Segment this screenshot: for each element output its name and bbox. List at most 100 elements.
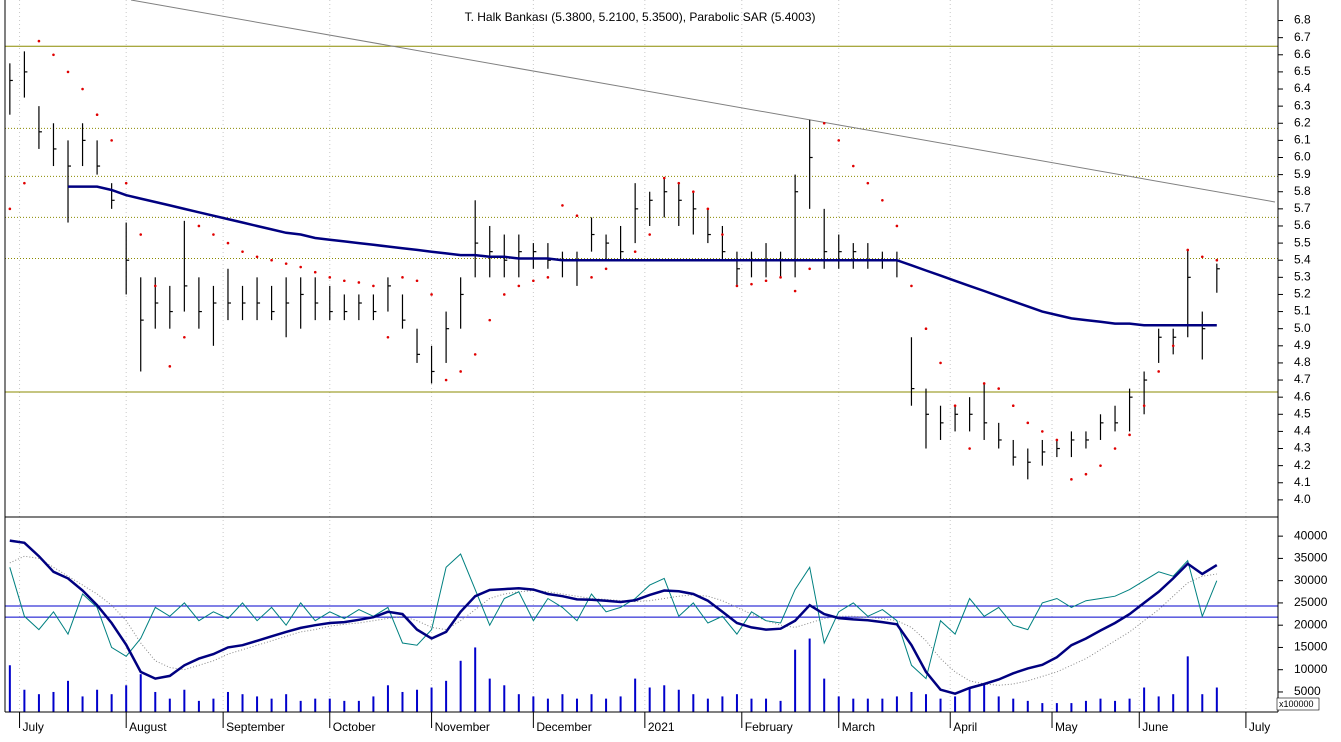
sar-dot <box>1041 430 1044 433</box>
volume-bar <box>881 698 884 712</box>
y-tick-label: 5.2 <box>1294 287 1311 301</box>
sar-dot <box>270 258 273 262</box>
line <box>9 539 1218 696</box>
volume-bar <box>285 694 288 712</box>
sar-dot <box>1055 438 1059 442</box>
sar-dot <box>1186 248 1190 252</box>
y-tick-label: 5.3 <box>1294 270 1311 284</box>
volume-bar <box>503 685 506 712</box>
sar-dot <box>299 265 302 269</box>
volume-bar <box>968 687 971 712</box>
volume-bar <box>183 689 186 712</box>
volume-bar <box>575 698 578 712</box>
sar-dot <box>953 404 957 408</box>
volume-bar <box>954 696 957 712</box>
y-tick-label: 5.1 <box>1294 304 1311 318</box>
volume-bar <box>1143 687 1146 712</box>
volume-bar <box>721 696 724 712</box>
y-tick-label: 4.3 <box>1294 441 1311 455</box>
price-panel <box>5 0 1278 481</box>
volume-bar <box>474 647 477 712</box>
unit-box <box>1276 697 1320 711</box>
sar-dot <box>822 121 826 125</box>
y-tick-label: 15000 <box>1294 640 1328 654</box>
x-tick-label: April <box>953 720 977 734</box>
sar-dot <box>706 207 710 211</box>
sar-dot <box>401 276 404 279</box>
sar-dot <box>502 293 506 296</box>
volume-bar <box>866 698 869 712</box>
sar-dot <box>139 233 143 236</box>
sar-dot <box>1142 404 1146 408</box>
volume-bar <box>939 698 942 712</box>
sar-dot <box>939 361 942 365</box>
volume-bar <box>663 685 666 712</box>
x-tick-label: October <box>333 720 376 734</box>
sar-dot <box>110 139 113 142</box>
volume-bar <box>823 678 826 712</box>
volume-bar <box>532 696 535 712</box>
sar-dot <box>764 279 768 283</box>
volume-bar <box>590 694 593 712</box>
sar-dot <box>1157 370 1160 373</box>
volume-bar <box>605 698 608 712</box>
sar-dot <box>532 279 535 283</box>
x-tick-label: July <box>23 720 44 734</box>
y-tick-label: 5.7 <box>1294 201 1311 215</box>
y-tick-label: 30000 <box>1294 573 1328 587</box>
volume-bar <box>1186 656 1189 712</box>
y-tick-label: 20000 <box>1294 617 1328 631</box>
volume-bar <box>23 689 26 712</box>
x-tick-label: July <box>1249 720 1270 734</box>
volume-bar <box>634 678 637 712</box>
sar-dot <box>1099 464 1102 467</box>
sar-dot <box>197 224 201 228</box>
trendline <box>130 0 1276 203</box>
volume-bar <box>1201 694 1204 712</box>
sar-dot <box>343 279 346 283</box>
volume-bar <box>852 698 855 712</box>
y-tick-label: 6.7 <box>1294 30 1311 44</box>
y-tick-label: 4.7 <box>1294 372 1311 386</box>
volume-bar <box>1157 696 1160 712</box>
sar-dot <box>23 181 26 185</box>
volume-bar <box>546 698 549 712</box>
sar-dot <box>52 53 55 57</box>
volume-bar <box>8 665 11 712</box>
volume-bar <box>445 680 448 712</box>
y-tick-label: 4.6 <box>1294 389 1311 403</box>
volume-bar <box>357 700 360 712</box>
sar-dot <box>793 289 797 293</box>
volume-bar <box>561 694 564 712</box>
volume-bar <box>212 698 215 712</box>
dotted-line <box>9 555 1217 686</box>
sar-dot <box>1011 404 1015 408</box>
volume-bar <box>168 698 171 712</box>
volume-bar <box>459 660 462 712</box>
sar-dot <box>473 353 477 356</box>
sar-dot <box>721 233 724 236</box>
sar-dot <box>1070 478 1073 481</box>
x-tick-label: 2021 <box>648 720 675 734</box>
y-tick-label: 4.4 <box>1294 424 1311 438</box>
volume-bar <box>401 691 404 712</box>
y-tick-label: 40000 <box>1294 528 1328 542</box>
sar-dot <box>241 250 244 253</box>
y-tick-label: 5.9 <box>1294 167 1311 181</box>
sar-dot <box>66 70 70 74</box>
y-tick-label: 5.5 <box>1294 235 1311 249</box>
volume-bar <box>372 696 375 712</box>
sar-dot <box>1215 258 1219 262</box>
x-tick-label: February <box>745 720 793 734</box>
y-tick-label: 25000 <box>1294 595 1328 609</box>
volume-bar <box>1055 703 1058 712</box>
y-tick-label: 5.4 <box>1294 252 1311 266</box>
volume-bar <box>895 696 898 712</box>
volume-bar <box>517 694 520 712</box>
sar-dot <box>1171 344 1175 348</box>
volume-bar <box>110 694 113 712</box>
y-tick-label: 6.6 <box>1294 47 1311 61</box>
volume-bar <box>808 638 811 712</box>
volume-bar <box>52 691 55 712</box>
